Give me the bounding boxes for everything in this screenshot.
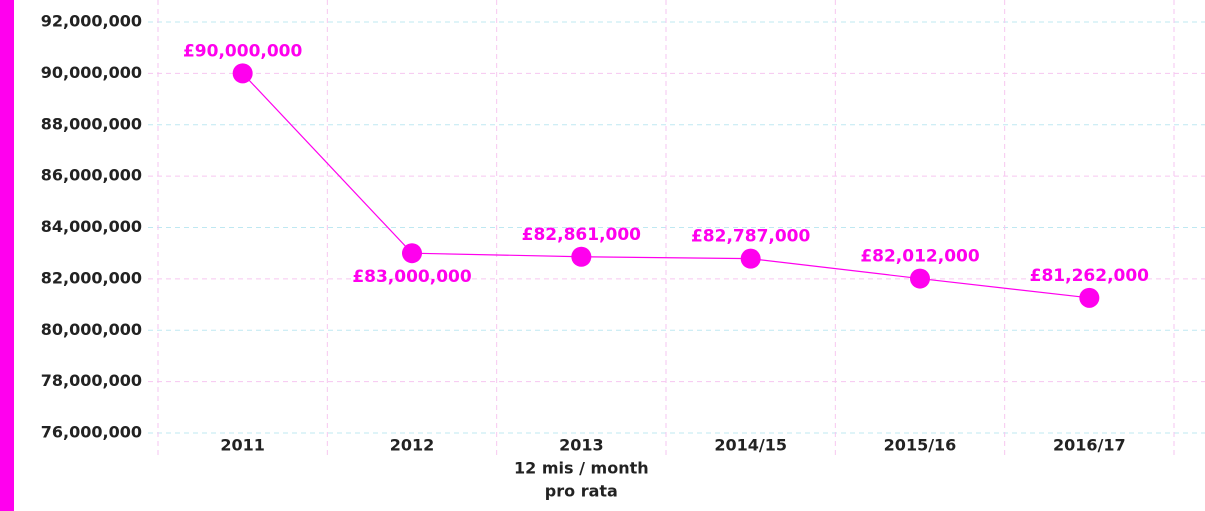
x-annotation: 12 mis / month: [514, 459, 649, 478]
y-tick-label: 92,000,000: [41, 12, 142, 31]
data-label: £82,012,000: [860, 247, 980, 267]
y-tick-label: 86,000,000: [41, 166, 142, 185]
x-tick-label: 2015/16: [884, 436, 957, 455]
y-tick-label: 76,000,000: [41, 423, 142, 442]
data-label: £82,861,000: [522, 225, 642, 245]
data-label: £83,000,000: [352, 267, 472, 287]
data-label: £82,787,000: [691, 227, 811, 247]
y-tick-label: 82,000,000: [41, 268, 142, 287]
y-tick-label: 78,000,000: [41, 371, 142, 390]
y-tick-label: 90,000,000: [41, 63, 142, 82]
point: [1079, 287, 1100, 308]
x-tick-label: 2013: [559, 436, 604, 455]
data-label: £81,262,000: [1030, 266, 1150, 286]
x-annotation: pro rata: [545, 482, 618, 501]
point: [402, 243, 422, 264]
point: [571, 246, 592, 267]
point: [232, 63, 253, 84]
point: [910, 268, 930, 289]
y-tick-label: 88,000,000: [41, 114, 142, 133]
x-tick-label: 2014/15: [714, 436, 787, 455]
data-label: £90,000,000: [183, 41, 303, 61]
point: [740, 248, 761, 269]
side-bar: [0, 0, 14, 511]
y-tick-label: 84,000,000: [41, 217, 142, 236]
x-tick-label: 2012: [390, 436, 435, 455]
x-tick-label: 2016/17: [1053, 436, 1126, 455]
y-tick-label: 80,000,000: [41, 320, 142, 339]
line: [242, 72, 1090, 299]
x-tick-label: 2011: [220, 436, 265, 455]
